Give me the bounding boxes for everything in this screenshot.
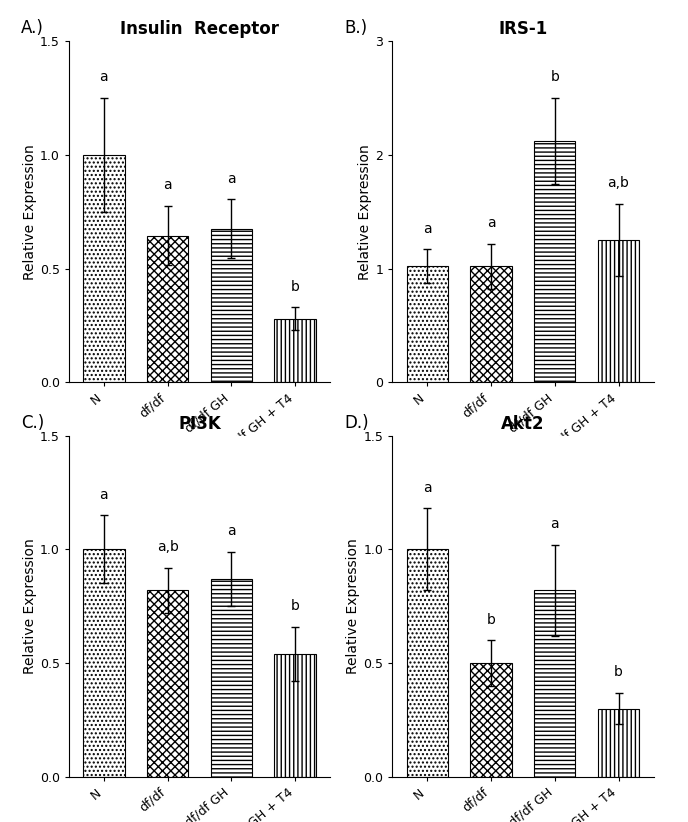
Text: a: a	[423, 222, 431, 236]
Y-axis label: Relative Expression: Relative Expression	[346, 538, 361, 674]
Y-axis label: Relative Expression: Relative Expression	[23, 538, 37, 674]
Bar	[211, 579, 252, 777]
Bar	[147, 236, 189, 382]
Text: a: a	[100, 71, 108, 85]
X-axis label: Skeletal Muscle: Skeletal Muscle	[138, 463, 261, 477]
Text: a: a	[227, 172, 236, 186]
Y-axis label: Relative Expression: Relative Expression	[23, 144, 37, 279]
X-axis label: Skeletal Muscle: Skeletal Muscle	[462, 463, 584, 477]
Text: b: b	[291, 599, 299, 613]
Title: Akt2: Akt2	[501, 415, 545, 432]
Bar	[83, 155, 125, 382]
Text: a: a	[227, 524, 236, 538]
Text: b: b	[614, 665, 623, 679]
Bar	[598, 240, 639, 382]
Bar	[147, 590, 189, 777]
Text: B.): B.)	[344, 19, 367, 37]
Text: b: b	[291, 279, 299, 293]
Title: Insulin  Receptor: Insulin Receptor	[120, 21, 279, 38]
Title: IRS-1: IRS-1	[498, 21, 548, 38]
Text: A.): A.)	[21, 19, 43, 37]
Text: a: a	[163, 178, 172, 192]
Text: a,b: a,b	[157, 540, 179, 554]
Bar	[275, 654, 316, 777]
Text: a: a	[486, 216, 495, 230]
Bar	[471, 266, 512, 382]
Bar	[534, 590, 575, 777]
Bar	[83, 549, 125, 777]
Text: b: b	[550, 71, 559, 85]
Bar	[407, 266, 448, 382]
Bar	[211, 229, 252, 382]
Text: C.): C.)	[21, 413, 44, 432]
Text: a: a	[550, 517, 559, 531]
Bar	[275, 319, 316, 382]
Text: b: b	[486, 612, 495, 626]
Y-axis label: Relative Expression: Relative Expression	[358, 144, 372, 279]
Bar	[407, 549, 448, 777]
Bar	[471, 663, 512, 777]
Bar	[534, 141, 575, 382]
Text: a,b: a,b	[608, 176, 630, 190]
Bar	[598, 709, 639, 777]
Text: D.): D.)	[344, 413, 369, 432]
Text: a: a	[100, 487, 108, 501]
Text: a: a	[423, 481, 431, 495]
Title: PI3K: PI3K	[178, 415, 221, 432]
